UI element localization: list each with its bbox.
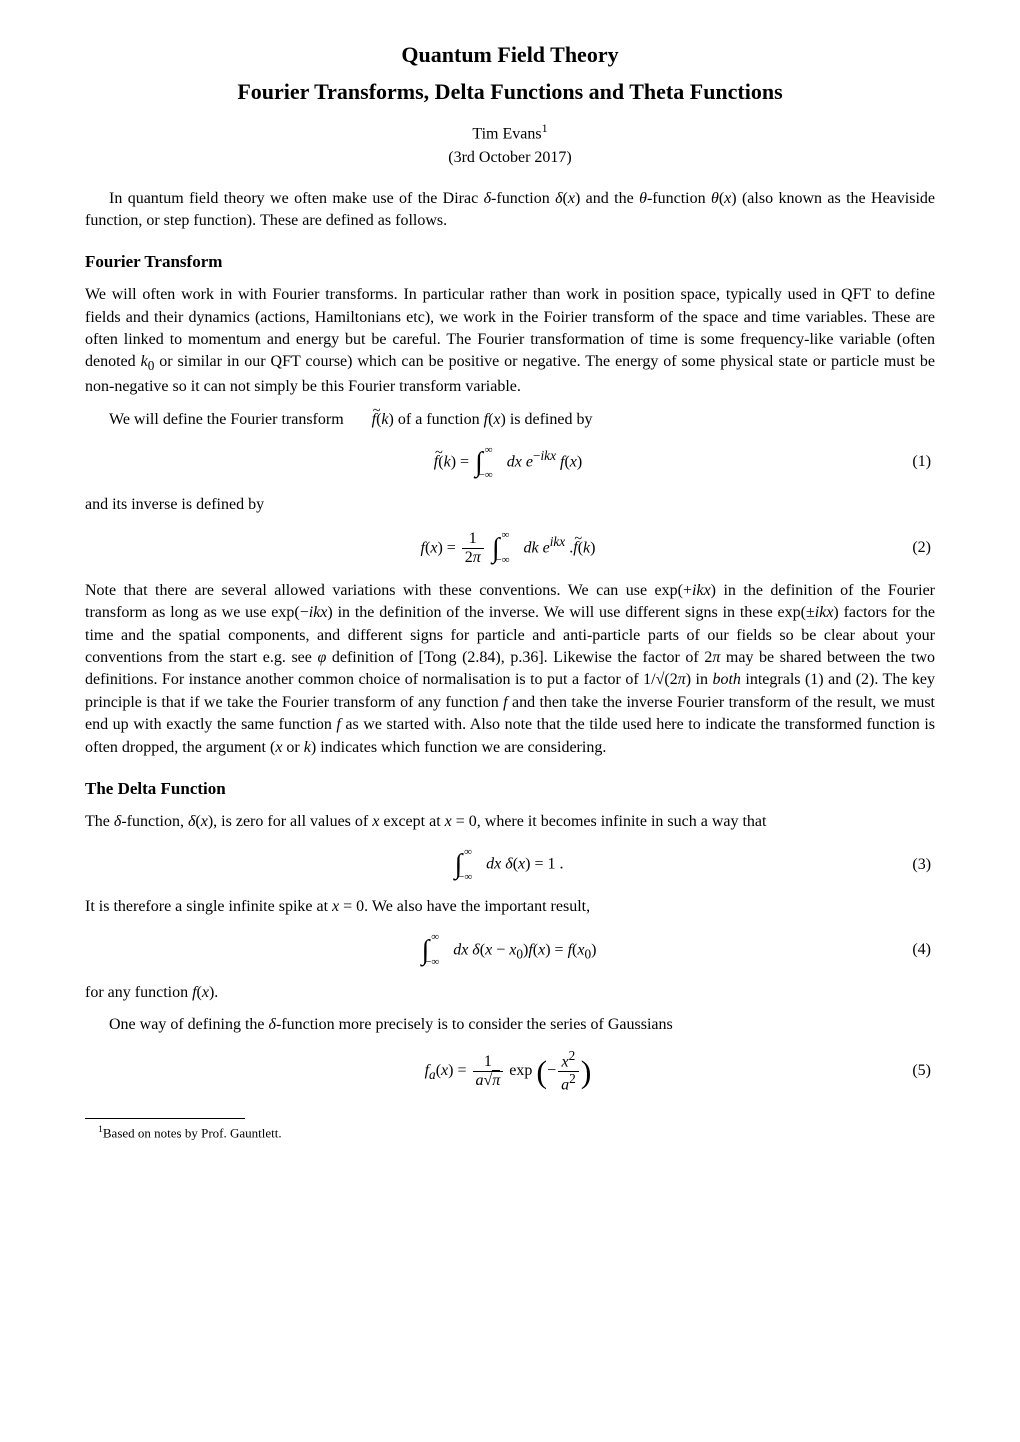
footnote-rule bbox=[85, 1118, 245, 1119]
author-name: Tim Evans bbox=[472, 125, 541, 142]
delta-para2: It is therefore a single infinite spike … bbox=[85, 896, 935, 918]
fourier-para1: We will often work in with Fourier trans… bbox=[85, 284, 935, 398]
equation-1-number: (1) bbox=[582, 451, 935, 473]
equation-5: fa(x) = 1a√π exp (−x2a2) (5) bbox=[85, 1049, 935, 1094]
equation-2-content: f(x) = 12π ∫∞−∞ dk eikx .f(k) bbox=[421, 529, 596, 568]
date-line: (3rd October 2017) bbox=[85, 147, 935, 169]
intro-paragraph: In quantum field theory we often make us… bbox=[85, 188, 935, 233]
fourier-para3: and its inverse is defined by bbox=[85, 494, 935, 516]
equation-5-content: fa(x) = 1a√π exp (−x2a2) bbox=[425, 1049, 592, 1094]
equation-3-content: ∫∞−∞ dx δ(x) = 1 . bbox=[453, 845, 564, 884]
equation-4-number: (4) bbox=[596, 939, 935, 961]
equation-1-content: f(k) = ∫∞−∞ dx e−ikx f(x) bbox=[434, 443, 582, 482]
delta-para4: One way of defining the δ-function more … bbox=[85, 1014, 935, 1036]
equation-2-number: (2) bbox=[595, 537, 935, 559]
fourier-para2: We will define the Fourier transform f(k… bbox=[85, 409, 935, 431]
title-main: Quantum Field Theory bbox=[85, 40, 935, 71]
title-sub: Fourier Transforms, Delta Functions and … bbox=[85, 77, 935, 108]
equation-4-content: ∫∞−∞ dx δ(x − x0)f(x) = f(x0) bbox=[420, 931, 597, 970]
equation-3-number: (3) bbox=[564, 854, 936, 876]
equation-5-number: (5) bbox=[591, 1060, 935, 1082]
equation-2: f(x) = 12π ∫∞−∞ dk eikx .f(k) (2) bbox=[85, 529, 935, 568]
section-heading-delta: The Delta Function bbox=[85, 777, 935, 801]
delta-para3: for any function f(x). bbox=[85, 982, 935, 1004]
section-heading-fourier: Fourier Transform bbox=[85, 250, 935, 274]
equation-1: f(k) = ∫∞−∞ dx e−ikx f(x) (1) bbox=[85, 443, 935, 482]
equation-3: ∫∞−∞ dx δ(x) = 1 . (3) bbox=[85, 845, 935, 884]
author-line: Tim Evans1 bbox=[85, 120, 935, 146]
fourier-para4: Note that there are several allowed vari… bbox=[85, 580, 935, 759]
equation-4: ∫∞−∞ dx δ(x − x0)f(x) = f(x0) (4) bbox=[85, 931, 935, 970]
author-footnote-marker: 1 bbox=[542, 121, 548, 135]
delta-para1: The δ-function, δ(x), is zero for all va… bbox=[85, 811, 935, 833]
footnote-text: Based on notes by Prof. Gauntlett. bbox=[103, 1125, 282, 1140]
footnote-1: 1Based on notes by Prof. Gauntlett. bbox=[85, 1123, 935, 1143]
